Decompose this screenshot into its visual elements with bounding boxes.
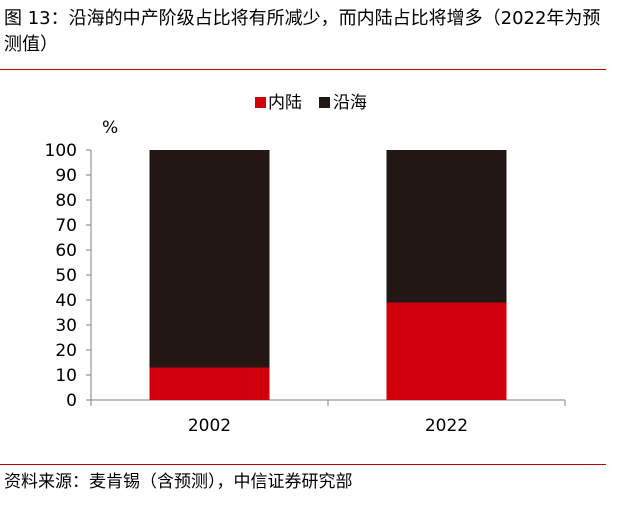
- bars: [149, 150, 507, 400]
- y-tick-label: 30: [55, 316, 77, 336]
- legend: 内陆 沿海: [255, 93, 367, 113]
- y-tick-label: 60: [55, 241, 77, 261]
- figure-title: 图 13：沿海的中产阶级占比将有所减少，而内陆占比将增多（2022年为预测值）: [4, 8, 601, 55]
- y-tick-label: 90: [55, 166, 77, 186]
- legend-swatch-coastal: [319, 97, 330, 108]
- x-tick-label: 2022: [425, 416, 468, 436]
- legend-label-coastal: 沿海: [333, 93, 367, 113]
- y-tick-label: 40: [55, 291, 77, 311]
- legend-swatch-inland: [255, 97, 266, 108]
- y-axis: 0 10 20 30 40 50 60 70 80 90 100: [45, 141, 92, 411]
- bar-inland-2002: [149, 367, 270, 400]
- bar-coastal-2022: [386, 150, 507, 303]
- bar-coastal-2002: [149, 150, 270, 368]
- y-tick-label: 50: [55, 266, 77, 286]
- x-tick-label: 2002: [188, 416, 231, 436]
- y-tick-label: 70: [55, 216, 77, 236]
- y-axis-unit-label: %: [102, 118, 118, 138]
- source-divider: [0, 464, 606, 465]
- y-tick-label: 80: [55, 191, 77, 211]
- y-tick-label: 100: [45, 141, 77, 161]
- source-note: 资料来源：麦肯锡（含预测），中信证券研究部: [4, 472, 353, 492]
- legend-label-inland: 内陆: [268, 93, 302, 113]
- y-tick-label: 10: [55, 366, 77, 386]
- x-axis: 2002 2022: [90, 399, 566, 436]
- title-divider: [0, 69, 606, 70]
- y-tick-label: 0: [66, 391, 77, 411]
- bar-inland-2022: [386, 302, 507, 400]
- y-tick-label: 20: [55, 341, 77, 361]
